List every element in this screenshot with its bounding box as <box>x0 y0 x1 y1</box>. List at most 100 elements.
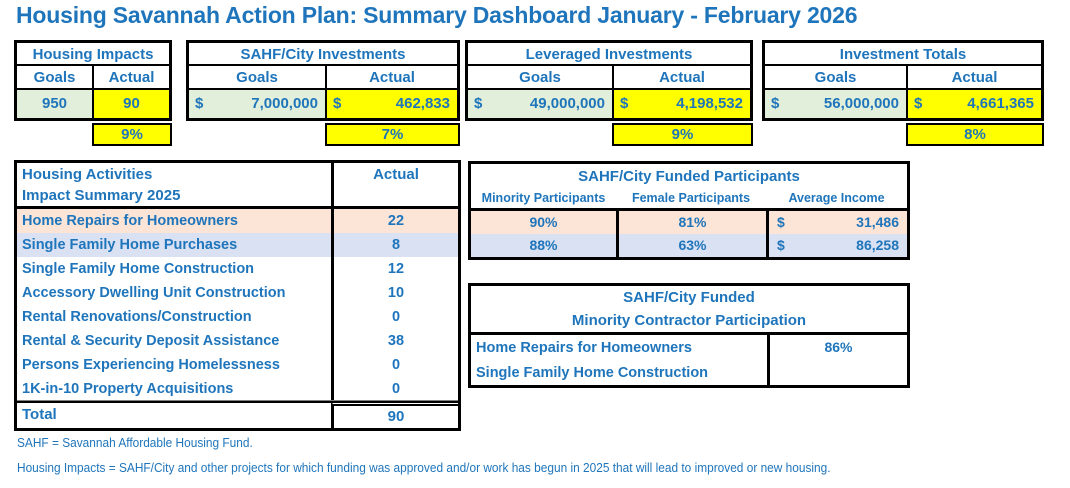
activity-row: Single Family Home Purchases 8 <box>17 233 458 257</box>
card-data-row: $ 7,000,000 $ 462,833 <box>189 90 457 118</box>
card-title: Housing Impacts <box>17 43 169 66</box>
contractor-title-line2: Minority Contractor Participation <box>571 312 807 329</box>
activity-value: 0 <box>331 305 458 329</box>
goals-value-cell: $ 7,000,000 <box>189 90 325 118</box>
actual-header: Actual <box>612 66 750 88</box>
currency-symbol: $ <box>620 95 629 112</box>
activities-actual-header: Actual <box>331 163 458 206</box>
card-sahf-city-investments-box: SAHF/City Investments Goals Actual $ 7,0… <box>186 40 460 121</box>
currency-symbol: $ <box>474 95 483 112</box>
activity-label: Single Family Home Construction <box>22 261 255 277</box>
activity-label: Rental & Security Deposit Assistance <box>22 333 280 349</box>
activity-row: Accessory Dwelling Unit Construction 10 <box>17 281 458 305</box>
actual-value-cell: 90 <box>92 90 169 118</box>
activity-value: 0 <box>331 377 458 400</box>
card-data-row: 950 90 <box>17 90 169 118</box>
goals-header: Goals <box>814 69 857 86</box>
activity-value: 8 <box>331 233 458 257</box>
currency-symbol: $ <box>195 95 204 112</box>
goals-value-cell: $ 49,000,000 <box>468 90 612 118</box>
percent-cell: 8% <box>906 123 1044 146</box>
currency-symbol: $ <box>777 214 785 230</box>
activity-row: Single Family Home Construction 12 <box>17 257 458 281</box>
contractor-title-line1: SAHF/City Funded <box>623 289 755 306</box>
activity-label: Rental Renovations/Construction <box>22 309 252 325</box>
footnote-sahf: SAHF = Savannah Affordable Housing Fund. <box>17 436 253 450</box>
goals-header: Goals <box>519 69 561 86</box>
card-data-row: $ 49,000,000 $ 4,198,532 <box>468 90 750 118</box>
activity-value: 12 <box>331 257 458 281</box>
percent-cell: 9% <box>92 123 172 146</box>
goals-value-cell: 950 <box>17 90 92 118</box>
card-title: SAHF/City Investments <box>189 43 457 66</box>
activity-row: Rental Renovations/Construction 0 <box>17 305 458 329</box>
activities-header-line1: Housing Activities <box>22 166 153 183</box>
activity-row: Persons Experiencing Homelessness 0 <box>17 353 458 377</box>
card-data-row: $ 56,000,000 $ 4,661,365 <box>765 90 1041 118</box>
minority-participants-header: Minority Participants <box>481 191 606 205</box>
currency-symbol: $ <box>914 95 923 112</box>
card-header-row: Goals Actual <box>17 66 169 90</box>
card-header-row: Goals Actual <box>765 66 1041 90</box>
actual-amount: 4,198,532 <box>676 95 743 112</box>
card-housing-impacts-box: Housing Impacts Goals Actual 950 90 <box>14 40 172 121</box>
income-value-cell: $ 86,258 <box>766 234 907 257</box>
activity-label: Accessory Dwelling Unit Construction <box>22 285 286 301</box>
footnote-housing-impacts: Housing Impacts = SAHF/City and other pr… <box>17 461 831 475</box>
goals-header: Goals <box>236 69 278 86</box>
contractor-title: SAHF/City Funded Minority Contractor Par… <box>471 286 907 335</box>
income-amount: 31,486 <box>856 214 899 230</box>
income-amount: 86,258 <box>856 237 899 253</box>
minority-value: 88% <box>529 237 558 253</box>
activity-row: Home Repairs for Homeowners 22 <box>17 209 458 233</box>
activities-header-label: Housing Activities Impact Summary 2025 <box>17 163 331 206</box>
participants-row: 90% 81% $ 31,486 <box>471 211 907 234</box>
contractor-table: SAHF/City Funded Minority Contractor Par… <box>468 283 910 388</box>
card-housing-impacts: Housing Impacts Goals Actual 950 90 9% <box>14 40 172 146</box>
activities-header-row: Housing Activities Impact Summary 2025 A… <box>17 163 458 209</box>
activity-value: 38 <box>331 329 458 353</box>
card-leveraged-investments: Leveraged Investments Goals Actual $ 49,… <box>465 40 753 146</box>
contractor-row-label: Single Family Home Construction <box>476 365 709 381</box>
contractor-body: Home Repairs for Homeowners Single Famil… <box>471 335 907 385</box>
activity-value: 10 <box>331 281 458 305</box>
activity-row: Rental & Security Deposit Assistance 38 <box>17 329 458 353</box>
activity-label: Single Family Home Purchases <box>22 237 238 253</box>
female-value: 81% <box>616 211 766 234</box>
contractor-participation-value: 86% <box>767 335 907 385</box>
card-leveraged-investments-box: Leveraged Investments Goals Actual $ 49,… <box>465 40 753 121</box>
card-header-row: Goals Actual <box>468 66 750 90</box>
actual-header: Actual <box>92 66 169 88</box>
activities-total-row: Total 90 <box>17 401 458 428</box>
goals-amount: 49,000,000 <box>529 95 605 112</box>
average-income-header: Average Income <box>788 191 885 205</box>
participants-row: 88% 63% $ 86,258 <box>471 234 907 257</box>
contractor-labels: Home Repairs for Homeowners Single Famil… <box>471 335 767 385</box>
actual-value-cell: $ 462,833 <box>325 90 457 118</box>
activity-row: 1K-in-10 Property Acquisitions 0 <box>17 377 458 401</box>
currency-symbol: $ <box>333 95 342 112</box>
female-participants-header: Female Participants <box>631 191 751 205</box>
percent-cell: 7% <box>325 123 460 146</box>
income-value-cell: $ 31,486 <box>766 211 907 234</box>
participants-title: SAHF/City Funded Participants <box>578 168 800 185</box>
female-value: 63% <box>616 234 766 257</box>
contractor-row-label: Home Repairs for Homeowners <box>476 340 692 356</box>
actual-amount: 4,661,365 <box>967 95 1034 112</box>
currency-symbol: $ <box>771 95 780 112</box>
activities-total-value: 90 <box>331 401 458 428</box>
card-title: Leveraged Investments <box>468 43 750 66</box>
actual-amount: 462,833 <box>395 95 450 112</box>
goals-header: Goals <box>33 69 76 86</box>
activity-value: 22 <box>331 209 458 233</box>
actual-value-cell: $ 4,198,532 <box>612 90 750 118</box>
minority-value: 90% <box>529 214 558 230</box>
percent-cell: 9% <box>612 123 753 146</box>
actual-value-cell: $ 4,661,365 <box>906 90 1041 118</box>
activities-header-line2: Impact Summary 2025 <box>22 187 181 204</box>
activity-label: Persons Experiencing Homelessness <box>22 357 280 373</box>
participants-table: SAHF/City Funded Participants Minority P… <box>468 161 910 260</box>
page-title: Housing Savannah Action Plan: Summary Da… <box>16 2 858 28</box>
activity-value: 0 <box>331 353 458 377</box>
